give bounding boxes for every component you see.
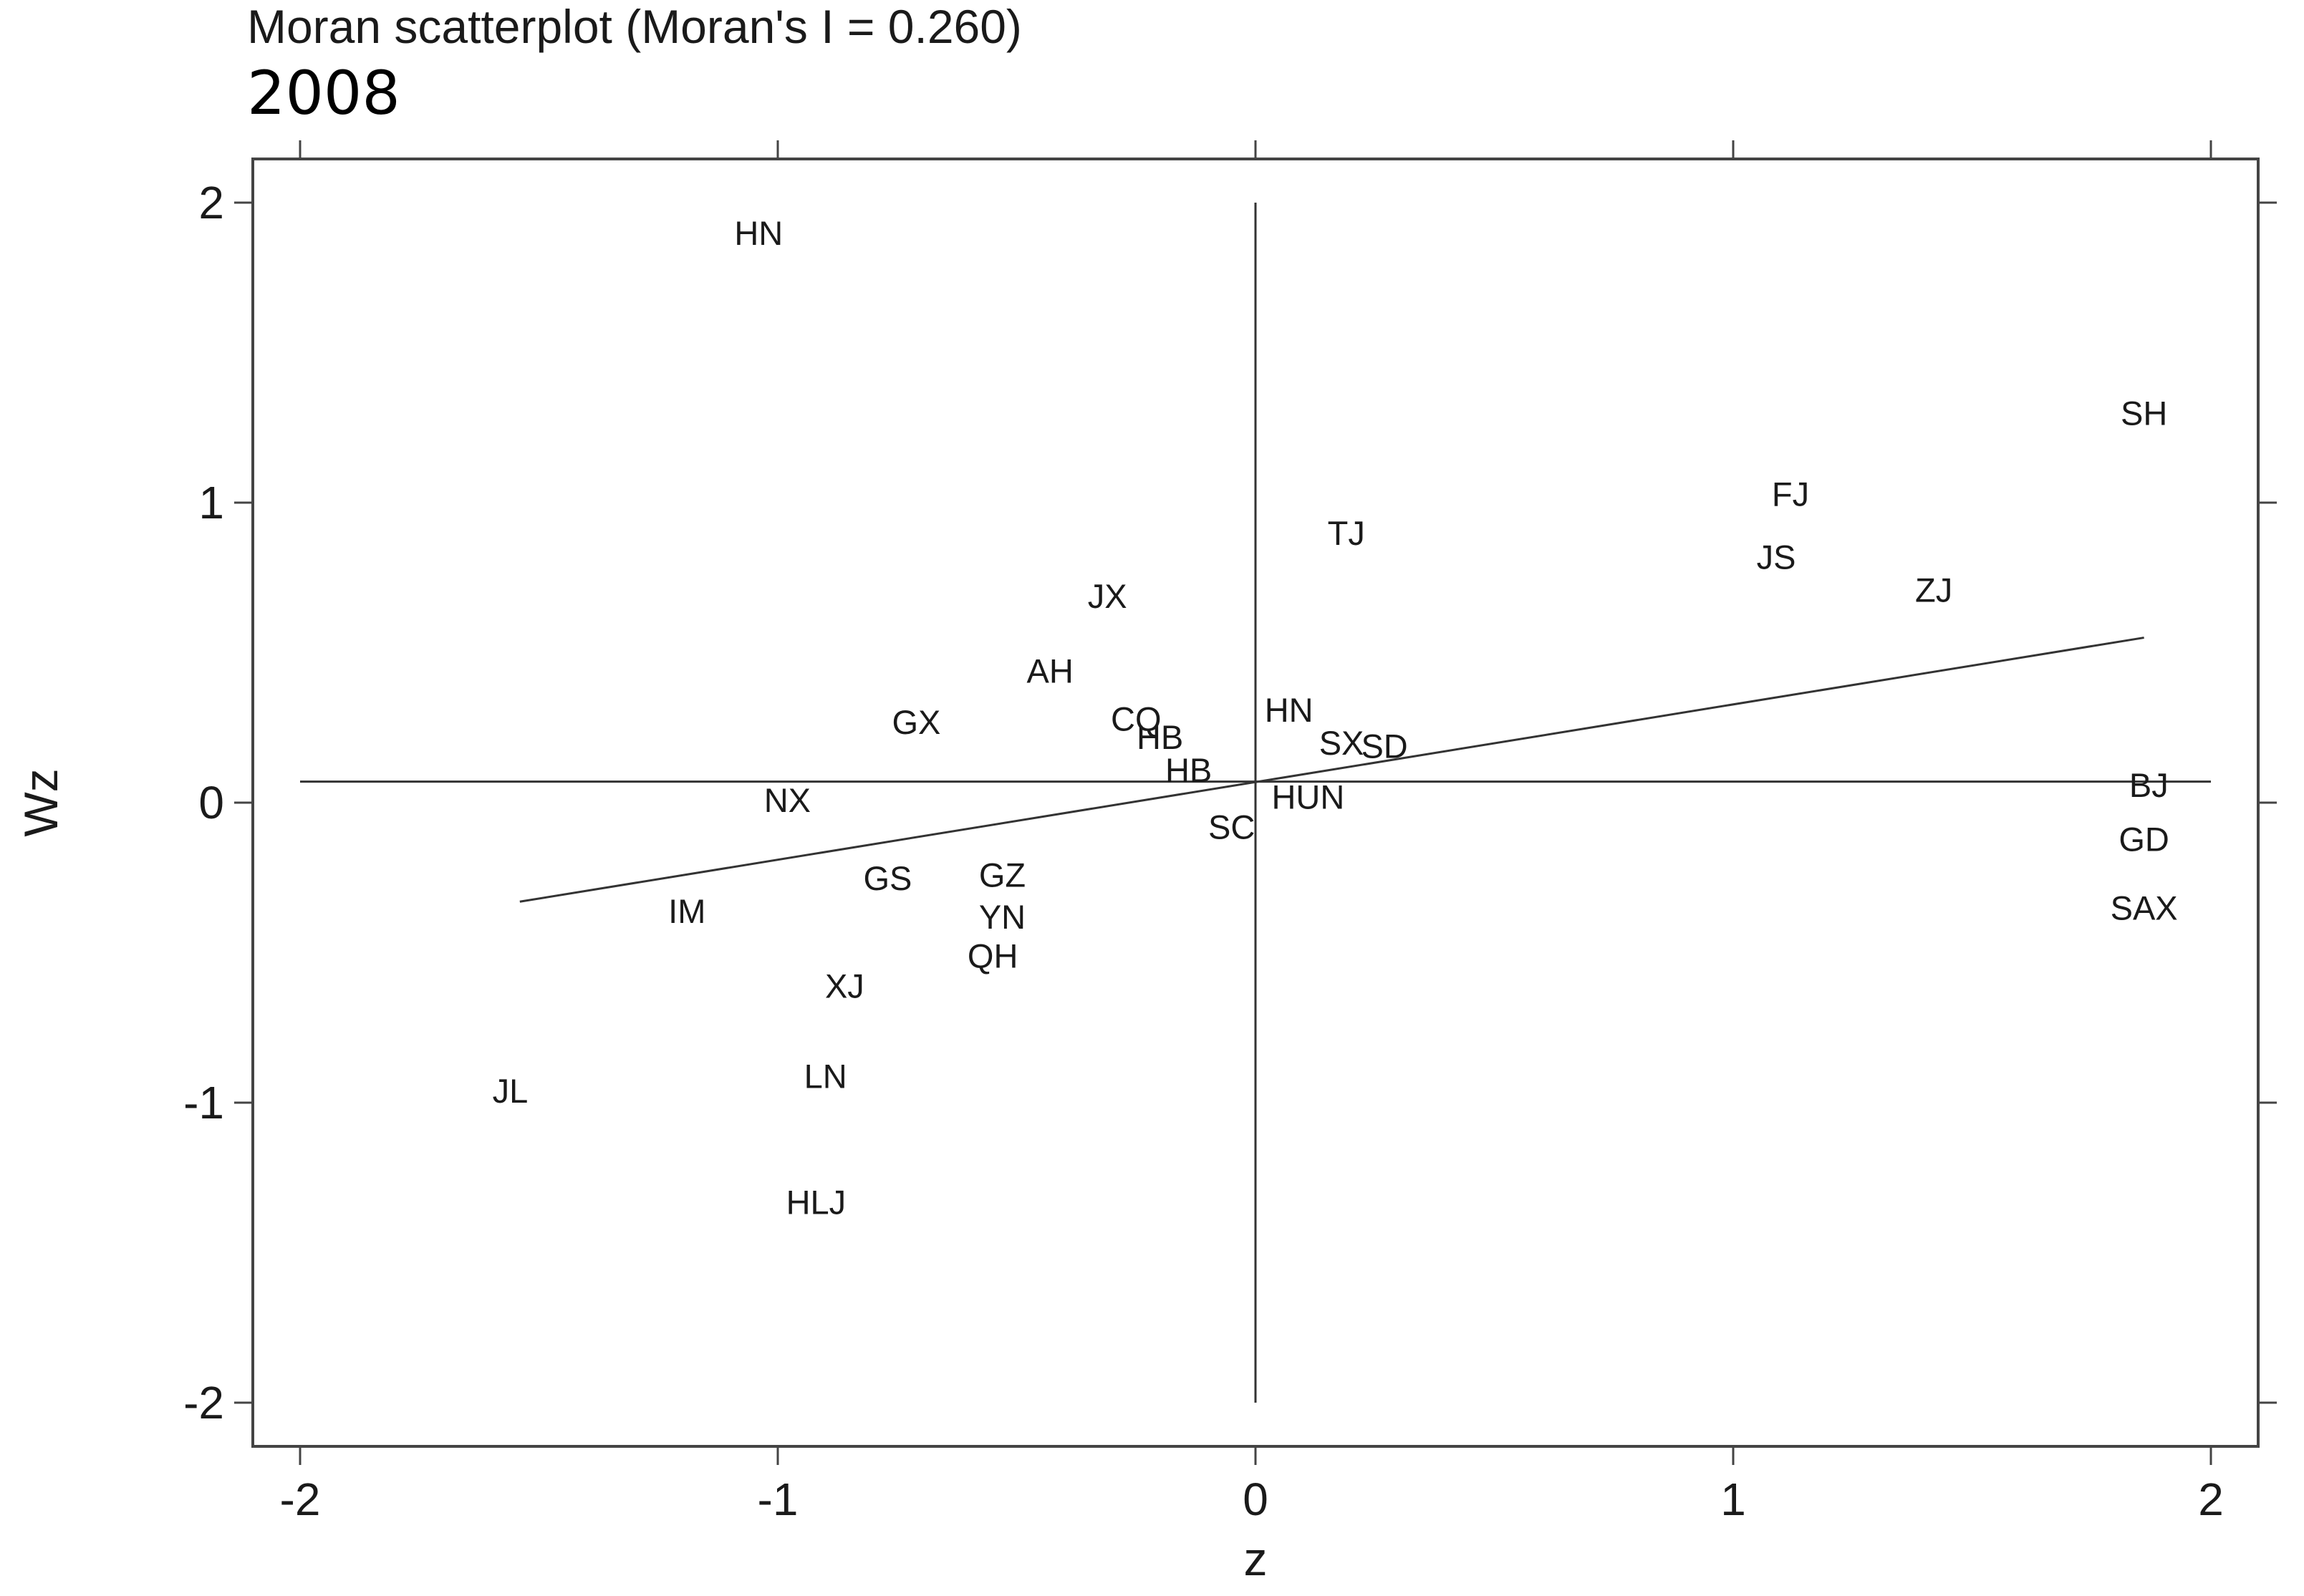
y-tick-label: 1 <box>198 477 224 528</box>
x-tick-label: 1 <box>1720 1474 1746 1525</box>
point-label-sc: SC <box>1208 808 1255 846</box>
point-label-gd: GD <box>2119 820 2169 858</box>
point-label-hn: HN <box>1265 691 1314 729</box>
point-label-hn: HN <box>734 214 783 252</box>
y-tick-label: 2 <box>198 177 224 228</box>
x-tick-label: -2 <box>280 1474 321 1525</box>
regression-line <box>519 637 2144 903</box>
point-label-zj: ZJ <box>1915 571 1952 609</box>
point-label-xj: XJ <box>825 967 864 1005</box>
point-label-hb: HB <box>1137 718 1183 756</box>
point-label-gx: GX <box>892 703 940 741</box>
point-label-yn: YN <box>979 898 1026 936</box>
x-tick-label: -1 <box>758 1474 799 1525</box>
point-label-ln: LN <box>804 1057 847 1095</box>
point-label-cq: CQ <box>1111 700 1162 738</box>
chart-title: Moran scatterplot (Moran's I = 0.260) <box>247 0 1022 53</box>
point-label-bj: BJ <box>2129 766 2169 804</box>
point-label-sd: SD <box>1361 727 1407 765</box>
point-label-hlj: HLJ <box>786 1183 847 1221</box>
y-axis-title: Wz <box>14 768 67 836</box>
point-label-sx: SX <box>1319 724 1364 762</box>
axis-ticks: -2 -1 0 1 2 -2 -1 0 1 2 <box>183 140 2277 1525</box>
point-label-js: JS <box>1757 538 1796 576</box>
chart-year-subtitle: 2008 <box>247 58 400 128</box>
point-label-sax: SAX <box>2111 889 2178 927</box>
point-label-sh: SH <box>2121 394 2167 432</box>
y-tick-label: -1 <box>183 1077 224 1128</box>
point-label-ah: AH <box>1027 652 1074 690</box>
point-label-jl: JL <box>493 1072 529 1110</box>
point-label-nx: NX <box>764 781 811 819</box>
y-tick-label: 0 <box>198 777 224 828</box>
point-label-hun: HUN <box>1271 778 1344 816</box>
x-tick-label: 0 <box>1243 1474 1268 1525</box>
reference-lines <box>300 203 2211 1403</box>
x-tick-label: 2 <box>2198 1474 2224 1525</box>
point-label-jx: JX <box>1088 577 1127 615</box>
point-label-im: IM <box>668 892 705 930</box>
point-label-hb: HB <box>1165 751 1212 789</box>
point-label-tj: TJ <box>1328 514 1365 552</box>
point-label-gz: GZ <box>979 856 1026 894</box>
y-tick-label: -2 <box>183 1377 224 1428</box>
point-label-qh: QH <box>968 937 1018 975</box>
x-axis-title: z <box>1244 1532 1268 1585</box>
point-label-fj: FJ <box>1772 475 1809 513</box>
point-label-gs: GS <box>863 859 912 897</box>
